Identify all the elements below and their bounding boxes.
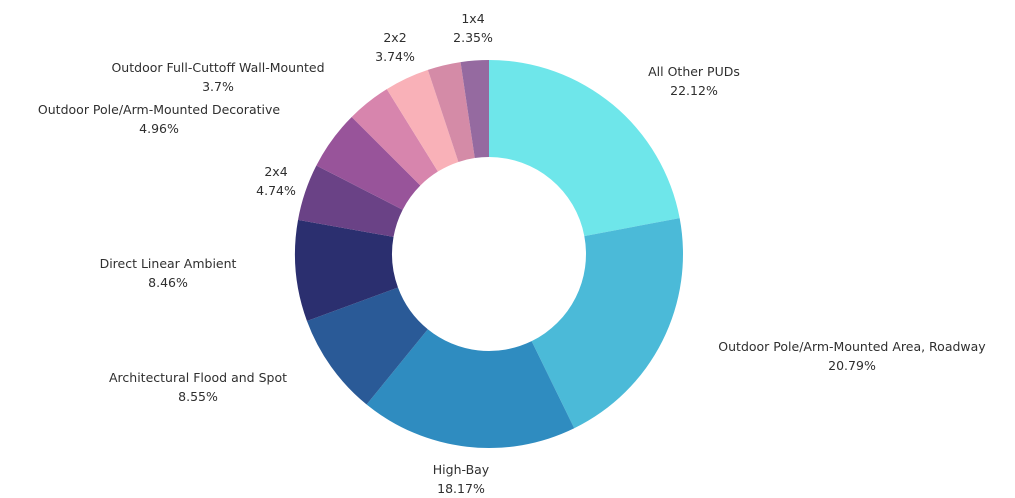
slice-label-1x4: 1x4 xyxy=(461,11,484,26)
slice-value-2x2: 3.74% xyxy=(375,49,415,64)
slice-unlabeled xyxy=(427,62,475,162)
slice-value-outdoor-pole-arm-mounted-decorative: 4.96% xyxy=(139,121,179,136)
slice-label-2x4: 2x4 xyxy=(264,164,287,179)
slice-outdoor-pole-arm-mounted-decorative xyxy=(316,116,421,210)
slice-1x4 xyxy=(460,60,489,159)
donut-slices xyxy=(295,60,683,449)
slice-value-architectural-flood-and-spot: 8.55% xyxy=(178,389,218,404)
slice-label-outdoor-pole-arm-mounted-area-roadway: Outdoor Pole/Arm-Mounted Area, Roadway xyxy=(718,339,986,354)
slice-outdoor-full-cuttoff-wall-mounted xyxy=(351,89,438,186)
slice-direct-linear-ambient xyxy=(295,219,398,322)
slice-label-all-other-puds: All Other PUDs xyxy=(648,64,740,79)
slice-value-2x4: 4.74% xyxy=(256,183,296,198)
slice-2x2 xyxy=(386,69,459,172)
slice-high-bay xyxy=(366,329,575,449)
slice-outdoor-pole-arm-mounted-area-roadway xyxy=(531,218,683,429)
slice-label-high-bay: High-Bay xyxy=(433,462,490,477)
slice-all-other-puds xyxy=(489,60,680,237)
slice-value-1x4: 2.35% xyxy=(453,30,493,45)
slice-label-architectural-flood-and-spot: Architectural Flood and Spot xyxy=(109,370,287,385)
slice-value-high-bay: 18.17% xyxy=(437,481,485,496)
slice-value-outdoor-pole-arm-mounted-area-roadway: 20.79% xyxy=(828,358,876,373)
slice-architectural-flood-and-spot xyxy=(306,287,428,405)
slice-value-direct-linear-ambient: 8.46% xyxy=(148,275,188,290)
slice-labels: All Other PUDs 22.12% Outdoor Pole/Arm-Mou… xyxy=(38,11,986,496)
slice-2x4 xyxy=(298,165,403,237)
slice-label-direct-linear-ambient: Direct Linear Ambient xyxy=(100,256,237,271)
slice-label-outdoor-pole-arm-mounted-decorative: Outdoor Pole/Arm-Mounted Decorative xyxy=(38,102,280,117)
slice-label-2x2: 2x2 xyxy=(383,30,406,45)
slice-label-outdoor-full-cuttoff-wall-mounted: Outdoor Full-Cuttoff Wall-Mounted xyxy=(111,60,324,75)
slice-value-all-other-puds: 22.12% xyxy=(670,83,718,98)
slice-value-outdoor-full-cuttoff-wall-mounted: 3.7% xyxy=(202,79,234,94)
